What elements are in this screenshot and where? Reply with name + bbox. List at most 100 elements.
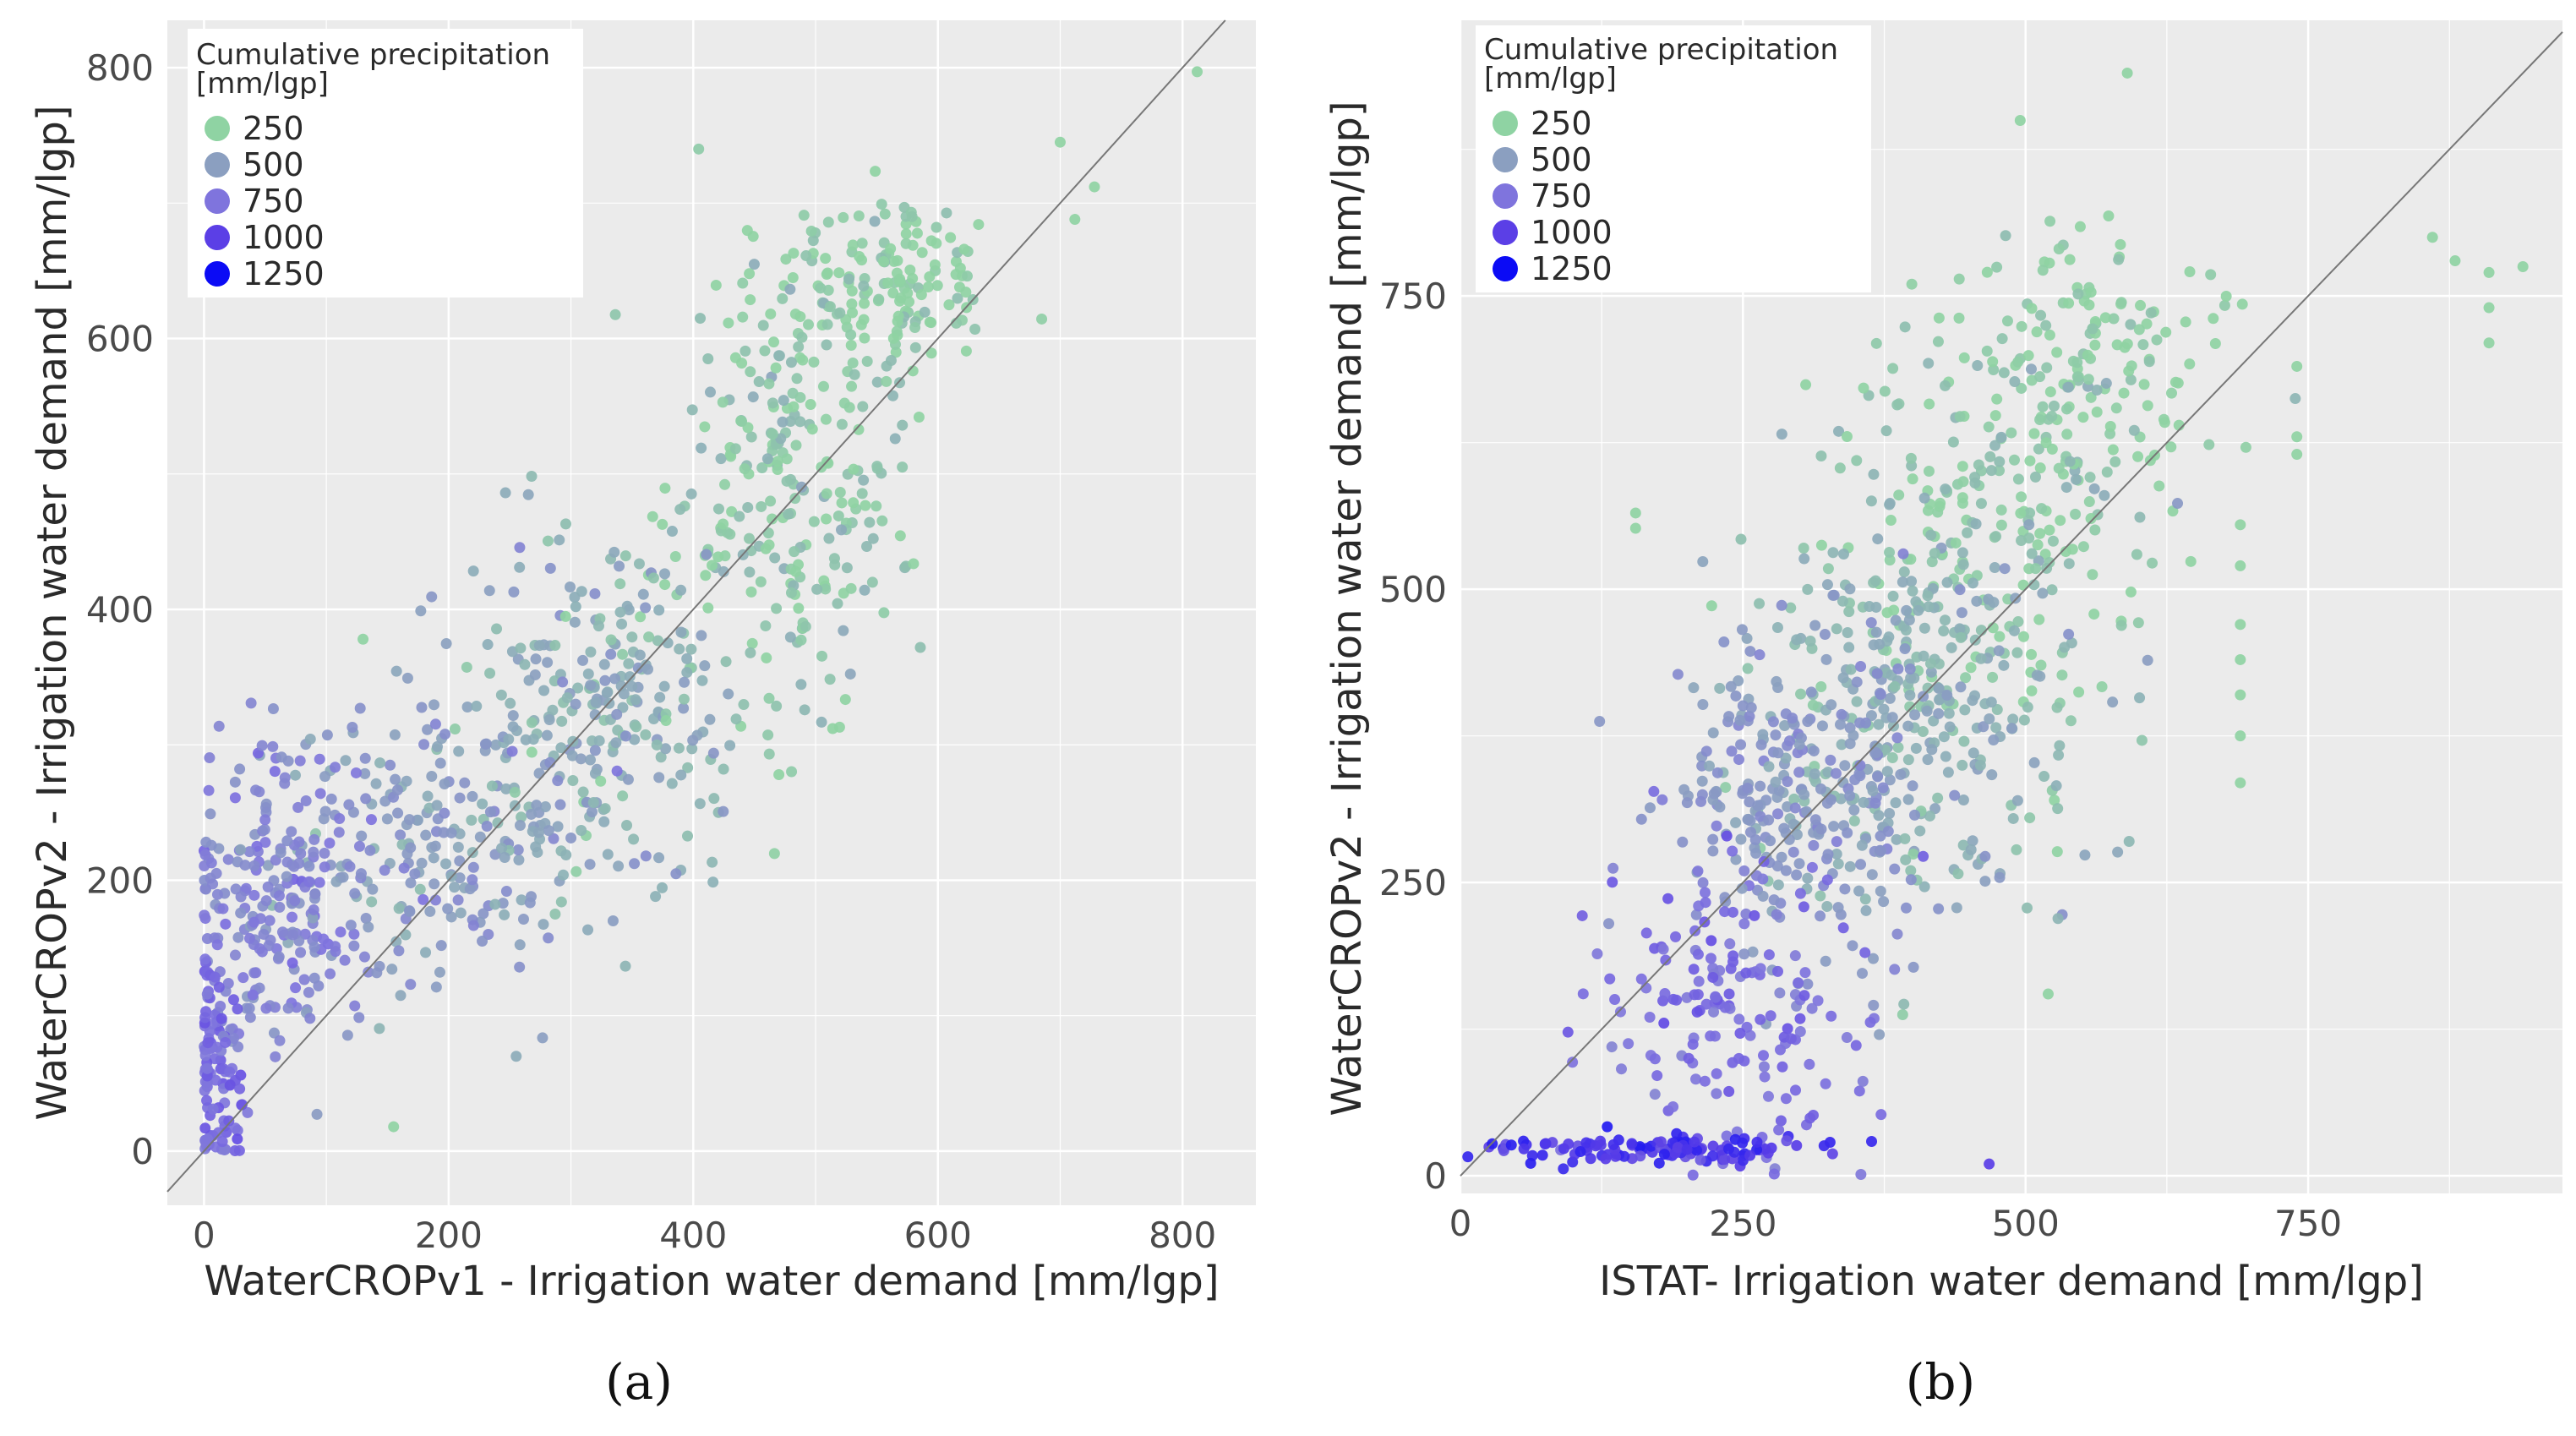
data-point [237, 972, 249, 984]
data-point [1604, 973, 1616, 985]
data-point [836, 524, 848, 536]
data-point [720, 656, 732, 668]
data-point [2052, 913, 2064, 925]
data-point [879, 208, 891, 220]
data-point [1906, 278, 1918, 290]
data-point [404, 905, 416, 917]
data-point [416, 857, 428, 869]
data-point [1719, 906, 1731, 918]
data-point [1998, 659, 2010, 671]
data-point [859, 332, 870, 344]
data-point [575, 753, 587, 765]
data-point [1802, 978, 1814, 990]
data-point [439, 778, 450, 790]
data-point [199, 909, 210, 921]
panel-b-legend-swatch-1000 [1493, 220, 1518, 245]
data-point [520, 734, 532, 745]
data-point [1917, 726, 1929, 738]
data-point [213, 1127, 225, 1138]
data-point [712, 551, 724, 563]
data-point [516, 894, 527, 906]
data-point [784, 631, 796, 643]
data-point [744, 268, 756, 280]
data-point [199, 1122, 211, 1134]
panel-a-legend-unit: [mm/lgp] [196, 67, 329, 101]
data-point [846, 285, 858, 297]
data-point [781, 453, 793, 465]
data-point [1974, 759, 1986, 771]
data-point [2037, 401, 2049, 412]
data-point [1987, 356, 1999, 368]
data-point [1794, 1025, 1806, 1037]
data-point [878, 607, 890, 619]
data-point [1957, 547, 1968, 559]
data-point [885, 354, 897, 366]
data-point [1462, 1151, 1474, 1163]
data-point [2208, 313, 2219, 325]
data-point [426, 591, 438, 603]
data-point [1995, 504, 2007, 516]
data-point [2051, 347, 2063, 358]
data-point [1875, 885, 1886, 897]
x-tick-label: 400 [659, 1215, 727, 1256]
data-point [2291, 431, 2303, 443]
data-point [911, 227, 923, 239]
data-point [260, 895, 272, 907]
data-point [1659, 988, 1671, 1000]
data-point [386, 964, 398, 975]
data-point [1866, 869, 1878, 881]
data-point [696, 442, 707, 454]
data-point [969, 323, 981, 335]
data-point [1591, 947, 1603, 959]
data-point [1607, 862, 1619, 874]
data-point [699, 421, 711, 433]
data-point [1765, 835, 1776, 847]
data-point [2064, 456, 2076, 467]
data-point [1788, 793, 1800, 805]
data-point [526, 808, 538, 820]
data-point [1851, 455, 1863, 467]
data-point [2067, 355, 2079, 367]
data-point [1938, 625, 1950, 637]
data-point [1967, 577, 1978, 589]
data-point [1841, 431, 1853, 443]
data-point [1798, 542, 1809, 554]
data-point [718, 805, 729, 817]
data-point [656, 882, 668, 893]
data-point [1820, 653, 1832, 665]
data-point [1802, 583, 1814, 595]
data-point [844, 668, 856, 680]
data-point [1727, 906, 1738, 918]
data-point [337, 871, 349, 883]
data-point [1755, 1013, 1766, 1025]
data-point [1700, 897, 1711, 909]
data-point [1733, 1052, 1745, 1064]
data-point [613, 860, 625, 872]
data-point [1692, 865, 1704, 877]
data-point [2034, 670, 2046, 682]
data-point [2066, 637, 2077, 649]
data-point [223, 1115, 235, 1127]
data-point [227, 994, 239, 1006]
data-point [1808, 745, 1820, 756]
data-point [710, 279, 722, 291]
data-point [1995, 431, 2007, 443]
data-point [1905, 865, 1917, 876]
data-point [1754, 649, 1766, 661]
data-point [1971, 595, 1983, 607]
data-point [1790, 1084, 1802, 1096]
data-point [1036, 313, 1048, 325]
data-point [1941, 576, 1953, 588]
data-point [393, 903, 405, 915]
data-point [1870, 626, 1882, 638]
panel-b-legend-label-500: 500 [1531, 141, 1592, 178]
data-point [289, 895, 301, 907]
data-point [2185, 555, 2197, 567]
data-point [806, 423, 818, 435]
data-point [2006, 427, 2017, 439]
data-point [795, 481, 807, 493]
data-point [275, 847, 287, 859]
data-point [395, 990, 407, 1002]
data-point [1794, 887, 1806, 899]
